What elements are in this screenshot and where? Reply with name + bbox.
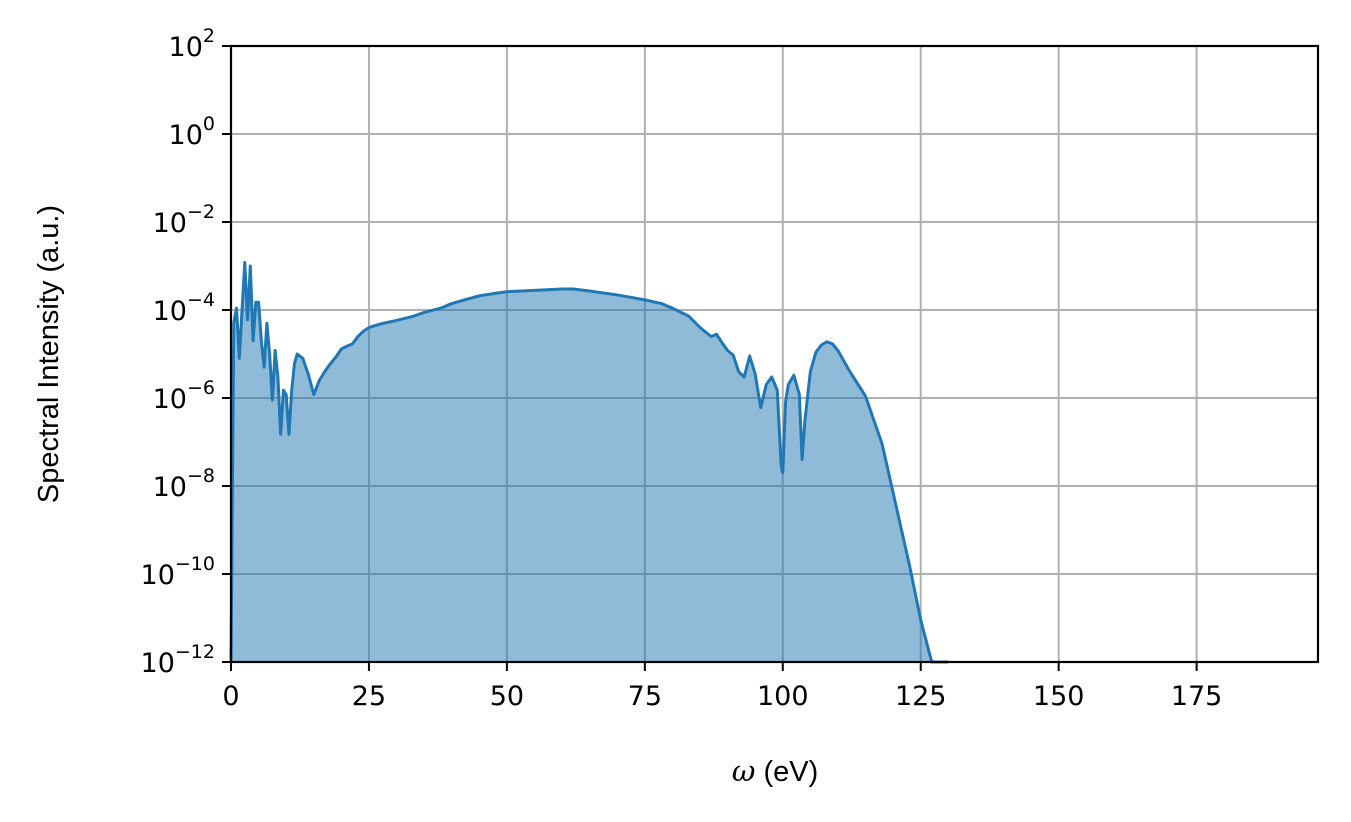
x-tick-label: 100 — [757, 681, 809, 712]
y-tick-label: 10−6 — [153, 377, 215, 415]
x-axis-label: ω (eV) — [732, 754, 819, 788]
x-tick-label: 175 — [1171, 681, 1223, 712]
y-tick-label: 10−8 — [153, 465, 215, 503]
y-tick-label: 102 — [169, 25, 215, 63]
y-tick-label: 10−12 — [141, 641, 215, 679]
x-tick-label: 75 — [628, 681, 662, 712]
y-tick-label: 10−10 — [141, 553, 215, 591]
series — [229, 261, 949, 664]
y-tick-label: 10−2 — [153, 201, 215, 239]
y-axis-label: Spectral Intensity (a.u.) — [33, 205, 65, 503]
series-line — [229, 261, 949, 664]
y-tick-label: 10−4 — [153, 289, 215, 327]
x-tick-label: 50 — [490, 681, 524, 712]
series-area-fill — [231, 262, 949, 662]
y-tick-label: 100 — [169, 113, 215, 151]
x-tick-label: 25 — [352, 681, 386, 712]
plot-frame — [229, 44, 1320, 664]
x-tick-label: 125 — [895, 681, 947, 712]
x-tick-label: 0 — [222, 681, 239, 712]
axis-ticks: 0 25 50 75 100 125 150 175 102 100 10−2 10−4 10−6 10−… — [141, 25, 1223, 712]
x-tick-label: 150 — [1033, 681, 1085, 712]
